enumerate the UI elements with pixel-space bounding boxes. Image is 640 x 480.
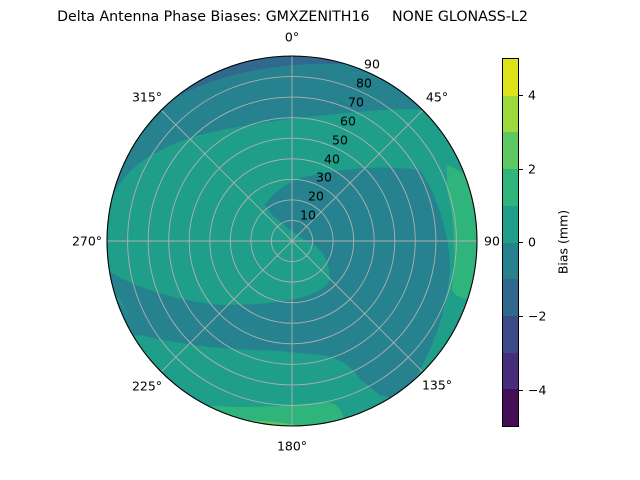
colorbar-segment — [503, 59, 518, 96]
angle-label-0: 0° — [284, 29, 300, 45]
radial-label-20: 20 — [308, 188, 324, 204]
colorbar-segment — [503, 352, 518, 390]
colorbar-segment — [503, 389, 518, 427]
colorbar-segment — [503, 242, 518, 280]
colorbar-segment — [503, 315, 518, 353]
colorbar-tick-label: 0 — [528, 234, 536, 250]
colorbar-tick — [519, 242, 523, 243]
colorbar-tick-label: −4 — [528, 382, 547, 398]
radial-label-40: 40 — [324, 151, 340, 167]
colorbar-segment — [503, 169, 518, 206]
colorbar-tick — [519, 169, 523, 170]
angle-label-270: 270° — [71, 233, 103, 249]
angle-label-225: 225° — [131, 378, 163, 394]
radial-label-50: 50 — [332, 132, 348, 148]
angle-label-315: 315° — [131, 89, 163, 105]
colorbar-tick — [519, 316, 523, 317]
colorbar-segment — [503, 279, 518, 316]
colorbar-tick-label: 4 — [528, 87, 536, 103]
angle-label-90: 90 — [484, 233, 500, 249]
colorbar-tick-label: −2 — [528, 308, 547, 324]
colorbar-tick-label: 2 — [528, 161, 536, 177]
colorbar-segment — [503, 95, 518, 133]
angular-grid — [107, 56, 477, 426]
radial-label-70: 70 — [348, 94, 364, 110]
radial-label-30: 30 — [316, 169, 332, 185]
colorbar-segment — [503, 132, 518, 170]
radial-label-90: 90 — [364, 56, 380, 72]
radial-label-60: 60 — [340, 113, 356, 129]
plot-border — [106, 55, 478, 427]
colorbar — [502, 58, 519, 427]
radial-label-10: 10 — [300, 207, 316, 223]
colorbar-label: Bias (mm) — [555, 209, 571, 275]
angle-label-135: 135° — [421, 377, 453, 393]
angle-label-45: 45° — [425, 89, 449, 105]
colorbar-segment — [503, 205, 518, 243]
radial-label-80: 80 — [356, 75, 372, 91]
angle-label-180: 180° — [276, 438, 308, 454]
colorbar-tick — [519, 95, 523, 96]
chart-title: Delta Antenna Phase Biases: GMXZENITH16 … — [57, 9, 528, 25]
colorbar-tick — [519, 390, 523, 391]
